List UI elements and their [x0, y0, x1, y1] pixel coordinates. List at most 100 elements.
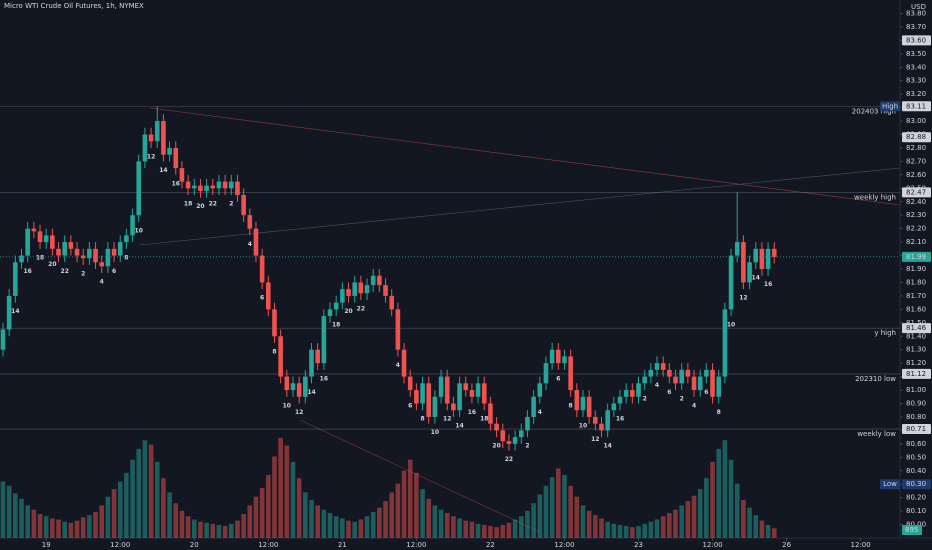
extreme-value: 80.30: [906, 480, 926, 488]
candle-body: [475, 383, 481, 397]
candle-label: 12: [591, 436, 599, 443]
y-tick-label: 83.80: [906, 9, 926, 17]
volume-bar: [593, 515, 598, 538]
level-box: [902, 323, 931, 334]
volume-bar: [68, 522, 74, 538]
candle-body: [31, 228, 37, 232]
candle-body: [673, 376, 678, 384]
candle-body: [154, 121, 160, 142]
candle-label: 16: [320, 375, 328, 382]
level-name: y high: [874, 329, 896, 337]
candle-body: [247, 215, 253, 229]
candle-label: 16: [616, 416, 624, 423]
volume-bar: [753, 515, 759, 538]
candle-body: [623, 390, 629, 397]
volume-bar: [636, 526, 641, 538]
candle-label: 20: [196, 203, 204, 210]
candle-body: [537, 383, 543, 397]
volume-bar: [389, 492, 395, 538]
candle-body: [481, 383, 487, 404]
candle-body: [605, 410, 610, 431]
candle-label: 6: [667, 389, 671, 396]
y-tick-label: 82.80: [906, 144, 926, 152]
candle-label: 14: [307, 389, 315, 396]
volume-bar: [667, 513, 672, 538]
candle-label: 6: [260, 295, 264, 302]
candle-body: [599, 423, 604, 431]
candle-body: [13, 262, 18, 296]
candle-body: [630, 390, 635, 397]
volume-bar: [420, 489, 425, 538]
candle-body: [525, 416, 530, 431]
volume-bar: [512, 519, 518, 538]
candle-label: 2: [229, 201, 233, 208]
y-tick-label: 82.30: [906, 211, 926, 219]
candle-body: [259, 255, 265, 283]
candle-body: [753, 248, 759, 263]
candle-label: 12: [295, 409, 303, 416]
volume-bar: [253, 496, 259, 538]
x-tick-label: 12:00: [406, 541, 426, 549]
volume-bar: [716, 448, 722, 538]
candle-label: 12: [443, 416, 451, 423]
volume-bar: [463, 520, 469, 538]
candle-label: 2: [81, 270, 85, 277]
volume-bar: [518, 516, 524, 538]
volume-bar: [586, 510, 592, 538]
volume-bar: [327, 513, 333, 538]
volume-bar: [654, 519, 660, 538]
volume-bar: [500, 524, 506, 538]
y-tick-label: 82.40: [906, 198, 926, 206]
candle-label: 4: [248, 241, 252, 248]
candle-label: 16: [24, 268, 32, 275]
candle-body: [253, 228, 259, 256]
volume-bar: [630, 527, 635, 538]
volume-bar: [43, 516, 49, 538]
y-tick-label: 83.20: [906, 90, 926, 98]
candle-body: [117, 242, 123, 256]
candle-body: [161, 121, 166, 155]
candle-label: 10: [727, 322, 735, 329]
volume-bar: [728, 459, 734, 538]
candle-body: [759, 248, 765, 269]
candle-body: [420, 383, 425, 404]
volume-bar: [574, 496, 580, 538]
volume-bar: [340, 518, 345, 538]
candle-body: [543, 363, 549, 384]
candle-label: 20: [492, 443, 500, 450]
candle-body: [500, 430, 506, 442]
candle-body: [444, 376, 450, 404]
volume-bar: [136, 448, 142, 538]
volume-bar: [87, 515, 92, 538]
candle-label: 2: [680, 396, 684, 403]
volume-bar: [50, 518, 55, 538]
y-tick-label: 81.60: [906, 305, 926, 313]
volume-bar: [358, 519, 364, 538]
volume-bar: [617, 524, 623, 538]
x-tick-label: 12:00: [702, 541, 722, 549]
volume-bar: [346, 520, 351, 538]
volume-bar: [642, 523, 647, 538]
candle-label: 12: [739, 295, 747, 302]
volume-bar: [451, 516, 456, 538]
candle-label: 14: [455, 422, 463, 429]
price-mark-value: 82.88: [906, 133, 926, 141]
volume-bar: [475, 523, 481, 538]
candle-body: [438, 376, 444, 397]
candle-body: [321, 316, 327, 364]
volume-bar: [580, 505, 586, 538]
volume-bar: [673, 509, 678, 538]
candle-body: [43, 235, 49, 243]
volume-bar: [321, 509, 327, 538]
candle-body: [611, 403, 617, 411]
candle-label: 8: [569, 402, 573, 409]
volume-bar: [235, 520, 240, 538]
level-value: 82.47: [906, 188, 926, 196]
volume-bar: [74, 520, 80, 538]
trend-line: [139, 167, 901, 246]
candle-label: 4: [692, 402, 696, 409]
volume-bar: [303, 492, 308, 538]
chart-title: Micro WTI Crude Oil Futures, 1h, NYMEX: [4, 2, 144, 10]
